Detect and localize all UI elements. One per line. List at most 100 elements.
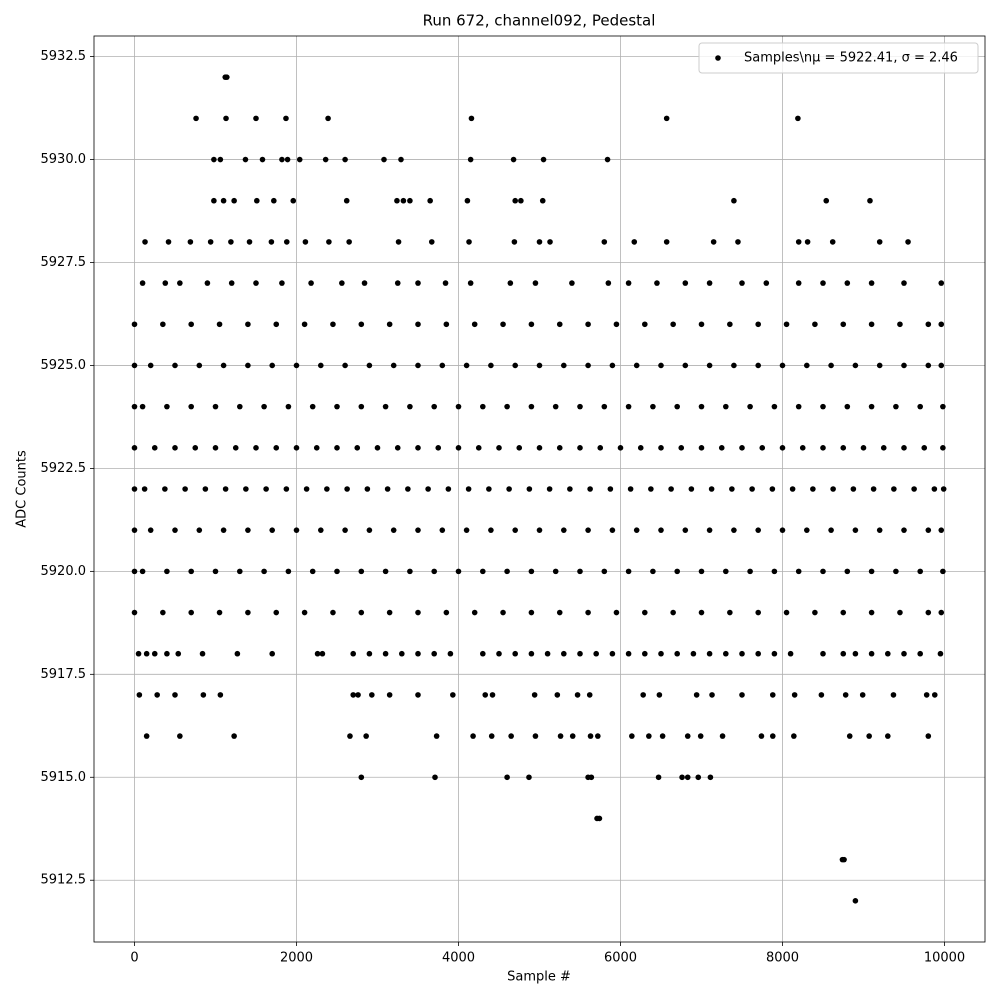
- data-point: [220, 362, 227, 369]
- data-point: [279, 156, 285, 163]
- data-point: [556, 445, 563, 451]
- data-point: [901, 650, 907, 657]
- data-point: [151, 445, 158, 451]
- data-point: [631, 239, 638, 245]
- data-point: [293, 527, 300, 533]
- data-point: [650, 568, 656, 575]
- data-point: [480, 650, 486, 657]
- data-point: [684, 774, 691, 781]
- x-tick-label: 6000: [604, 951, 637, 966]
- data-point: [528, 321, 535, 328]
- data-point: [222, 486, 229, 492]
- data-point: [293, 445, 300, 451]
- data-point: [810, 486, 816, 492]
- x-axis-label: Sample #: [507, 970, 571, 985]
- legend-label: Samples\nμ = 5922.41, σ = 2.46: [744, 51, 958, 66]
- data-point: [228, 239, 234, 245]
- x-tick-label: 2000: [280, 951, 313, 966]
- data-point: [259, 156, 266, 163]
- data-point: [428, 239, 435, 245]
- data-point: [642, 609, 648, 616]
- data-point: [844, 568, 851, 575]
- data-point: [868, 321, 875, 328]
- data-point: [131, 527, 138, 533]
- data-point: [488, 362, 494, 369]
- data-point: [536, 239, 543, 245]
- data-point: [613, 321, 620, 328]
- data-point: [512, 362, 518, 369]
- data-point: [569, 280, 575, 286]
- data-point: [268, 239, 275, 245]
- data-point: [271, 197, 277, 204]
- data-point: [512, 197, 518, 204]
- data-point: [804, 362, 810, 369]
- data-point: [131, 321, 138, 328]
- data-point: [779, 527, 786, 533]
- data-point: [674, 568, 680, 575]
- data-point: [779, 362, 786, 369]
- data-point: [684, 733, 691, 739]
- data-point: [285, 403, 292, 410]
- data-point: [212, 568, 219, 575]
- data-point: [131, 568, 138, 575]
- data-point: [938, 362, 945, 369]
- data-point: [787, 650, 794, 657]
- data-point: [407, 568, 413, 575]
- data-point: [561, 362, 567, 369]
- data-point: [200, 692, 207, 698]
- data-point: [735, 239, 741, 245]
- data-point: [755, 362, 761, 369]
- data-point: [237, 568, 243, 575]
- data-point: [850, 486, 857, 492]
- data-point: [658, 527, 664, 533]
- data-point: [795, 403, 802, 410]
- data-point: [269, 650, 276, 657]
- y-tick-label: 5915.0: [41, 770, 87, 785]
- data-point: [172, 692, 178, 698]
- data-point: [585, 362, 591, 369]
- data-point: [891, 486, 897, 492]
- data-point: [384, 486, 391, 492]
- data-point: [431, 403, 438, 410]
- data-point: [698, 609, 705, 616]
- data-point: [539, 197, 546, 204]
- data-point: [390, 527, 397, 533]
- data-point: [876, 527, 883, 533]
- data-point: [382, 650, 389, 657]
- data-point: [427, 197, 433, 204]
- y-tick-label: 5912.5: [41, 873, 87, 888]
- data-point: [852, 650, 859, 657]
- data-point: [382, 568, 389, 575]
- data-point: [552, 568, 559, 575]
- data-point: [656, 692, 663, 698]
- data-point: [706, 362, 713, 369]
- data-point: [253, 445, 259, 451]
- data-point: [350, 650, 357, 657]
- data-point: [629, 733, 635, 739]
- data-point: [480, 568, 486, 575]
- data-point: [261, 403, 267, 410]
- y-tick-label: 5932.5: [41, 49, 87, 64]
- data-point: [697, 733, 704, 739]
- data-point: [678, 445, 685, 451]
- data-point: [154, 692, 160, 698]
- data-point: [617, 445, 624, 451]
- data-point: [135, 650, 142, 657]
- data-point: [354, 445, 361, 451]
- data-point: [253, 115, 259, 122]
- data-point: [642, 650, 648, 657]
- data-point: [561, 527, 567, 533]
- data-point: [749, 486, 755, 492]
- data-point: [131, 362, 138, 369]
- data-point: [577, 568, 583, 575]
- data-point: [804, 239, 811, 245]
- data-point: [467, 280, 474, 286]
- data-point: [220, 527, 227, 533]
- data-point: [668, 486, 674, 492]
- data-point: [172, 527, 178, 533]
- data-point: [450, 692, 456, 698]
- data-point: [674, 403, 680, 410]
- data-point: [846, 733, 853, 739]
- data-point: [658, 362, 664, 369]
- data-point: [432, 774, 438, 781]
